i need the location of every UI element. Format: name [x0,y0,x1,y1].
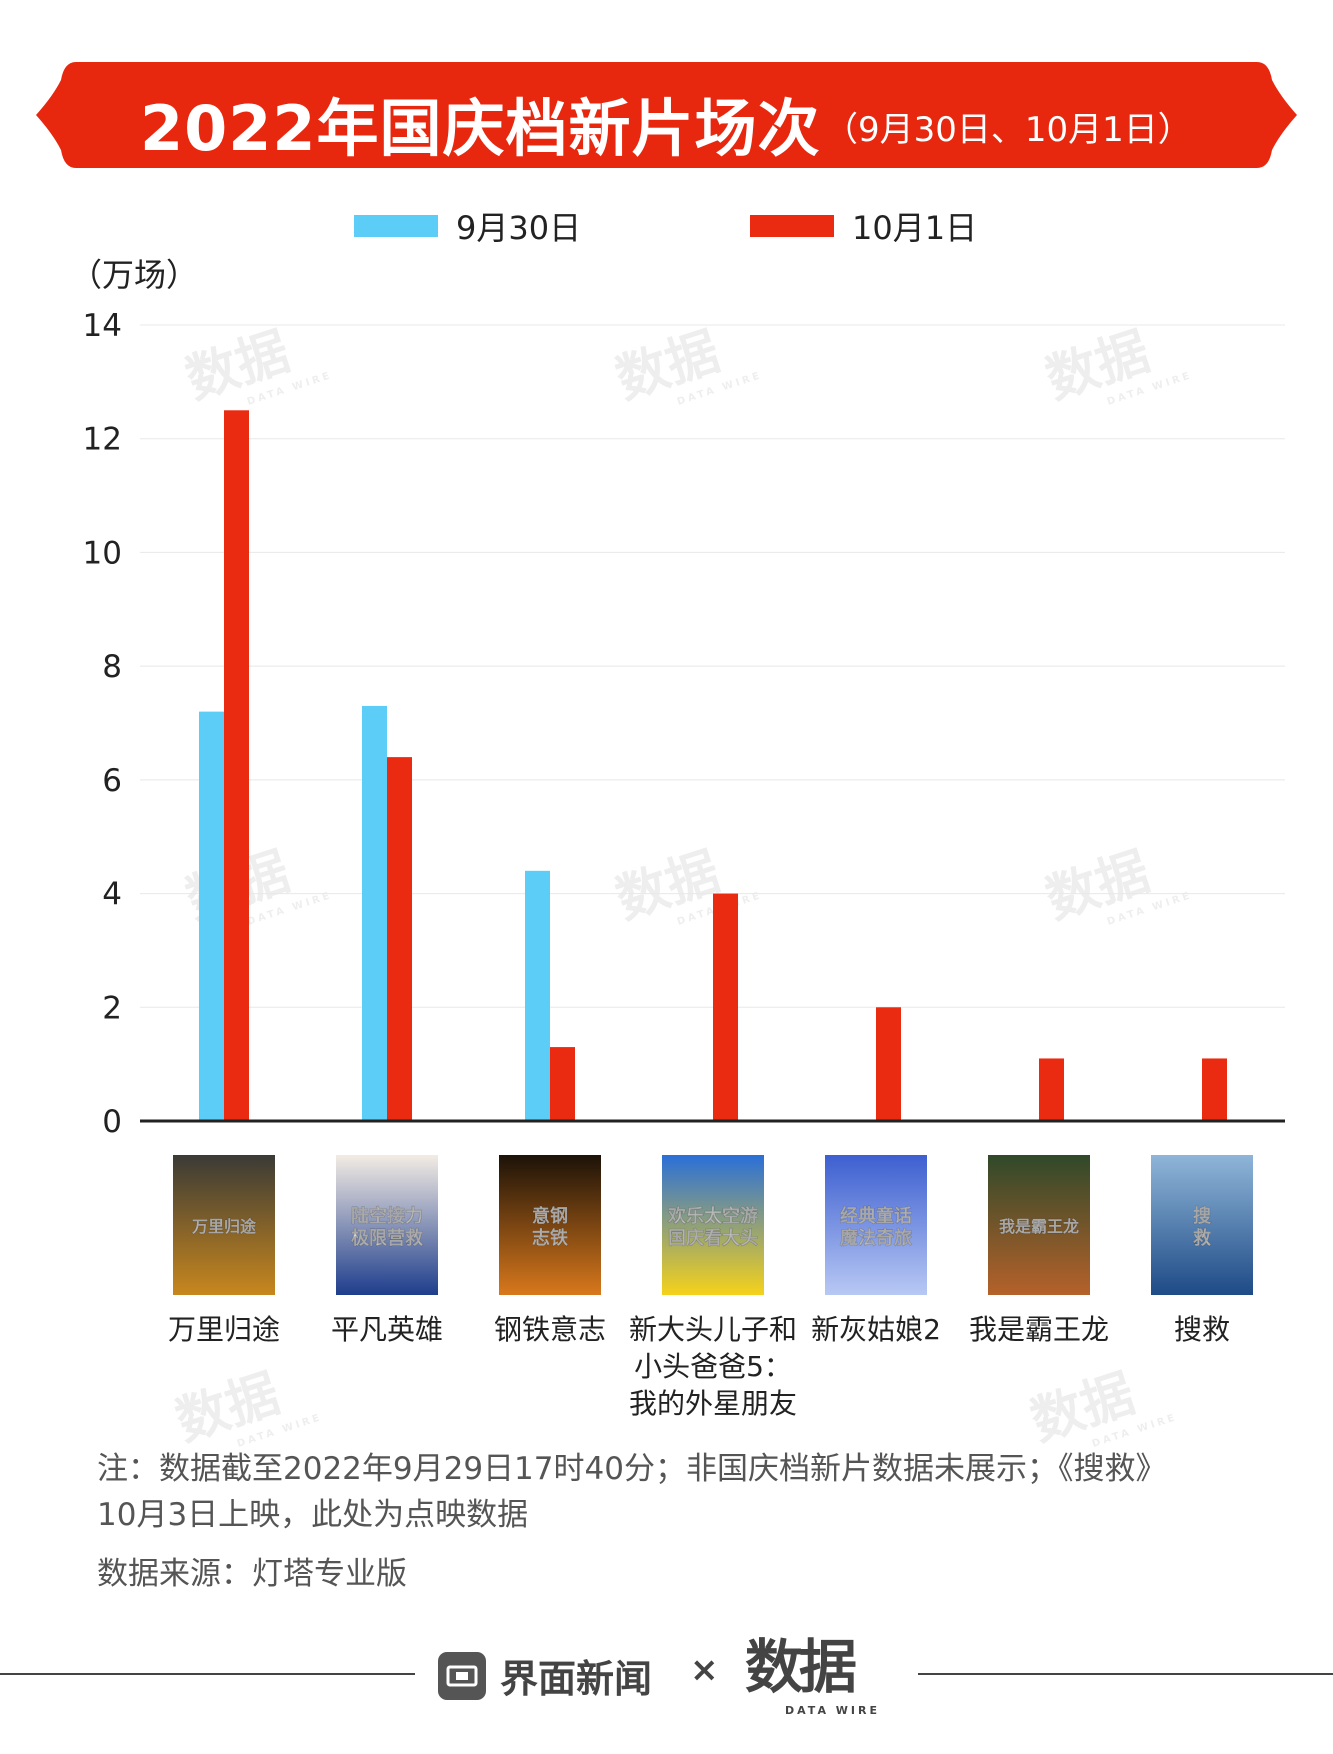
poster-text: 救 [1193,1227,1211,1249]
y-tick-label: 4 [102,877,122,913]
poster-text: 陆空接力 [351,1205,423,1227]
y-tick-label: 6 [102,763,122,799]
footnote-line-2: 10月3日上映，此处为点映数据 [97,1497,529,1533]
jiemian-logo-icon [438,1651,486,1700]
legend-item-series-1: 9月30日 [354,206,582,247]
jiemian-logo-text: 界面新闻 [500,1657,653,1701]
legend-swatch-series-2 [750,215,834,237]
title-banner: 2022年国庆档新片场次 （9月30日、10月1日） [36,62,1297,168]
category-label: 万里归途 [168,1313,280,1346]
y-tick-label: 12 [83,422,122,458]
footer-divider-right [918,1673,1333,1675]
chart-subtitle: （9月30日、10月1日） [824,110,1192,150]
poster-text: 我是霸王龙 [999,1217,1079,1236]
poster-新灰姑娘2-icon [825,1155,927,1295]
footer-divider-left [0,1673,415,1675]
poster-我是霸王龙-icon [988,1155,1090,1295]
category-label: 小头爸爸5： [634,1350,792,1383]
category-label: 钢铁意志 [494,1313,606,1346]
poster-text: 极限营救 [351,1227,423,1249]
poster-平凡英雄-icon [336,1155,438,1295]
times-sign: × [690,1650,719,1690]
data-source: 数据来源：灯塔专业版 [97,1556,407,1592]
bar-series-1 [525,870,550,1121]
bar-series-2 [550,1047,575,1121]
poster-text: 魔法奇旅 [840,1227,912,1249]
y-axis-unit-label: （万场） [70,256,199,294]
bar-series-2 [713,893,738,1121]
y-tick-label: 10 [83,535,122,571]
y-tick-label: 0 [102,1104,122,1140]
poster-text: 搜 [1193,1205,1212,1227]
poster-钢铁意志-icon [499,1155,601,1295]
category-label: 我是霸王龙 [969,1313,1109,1346]
bar-series-2 [1039,1058,1064,1121]
category-label: 搜救 [1174,1313,1230,1346]
poster-搜救-icon [1151,1155,1253,1295]
y-tick-label: 2 [102,990,122,1026]
footnote-line-1: 注：数据截至2022年9月29日17时40分；非国庆档新片数据未展示；《搜救》 [97,1451,1167,1487]
bar-series-2 [1202,1058,1227,1121]
jiemian-logo: 界面新闻 [438,1648,652,1703]
poster-text: 志铁 [532,1227,568,1249]
bar-series-2 [876,1007,901,1121]
data-wire-logo-sub: DATA WIRE [785,1704,880,1717]
bar-series-1 [362,705,387,1121]
banner-shape [36,62,1297,168]
poster-text: 欢乐太空游 [667,1205,758,1227]
y-tick-label: 8 [102,649,122,685]
category-label: 平凡英雄 [331,1313,443,1346]
data-wire-logo: 数据 DATA WIRE [745,1620,880,1717]
bar-series-2 [387,757,412,1121]
poster-text: 意钢 [532,1205,568,1227]
data-wire-logo-text: 数据 [745,1633,857,1701]
chart-title: 2022年国庆档新片场次 [140,92,821,165]
poster-万里归途-icon [173,1155,275,1295]
category-label: 新大头儿子和 [629,1313,797,1346]
legend-swatch-series-1 [354,215,438,237]
y-tick-label: 14 [83,308,122,344]
poster-新大头儿子-icon [662,1155,764,1295]
category-label: 我的外星朋友 [629,1387,797,1420]
poster-text: 国庆看大头 [668,1227,758,1249]
bar-series-1 [199,711,224,1121]
poster-text: 万里归途 [191,1217,257,1236]
legend-item-series-2: 10月1日 [750,206,978,247]
poster-text: 经典童话 [840,1205,912,1227]
bar-series-2 [224,410,249,1121]
legend-label-series-1: 9月30日 [456,209,582,247]
bar-chart: 02468101214万里归途万里归途陆空接力极限营救平凡英雄意钢志铁钢铁意志欢… [83,308,1285,1420]
legend-label-series-2: 10月1日 [852,209,978,247]
category-label: 新灰姑娘2 [811,1313,941,1346]
